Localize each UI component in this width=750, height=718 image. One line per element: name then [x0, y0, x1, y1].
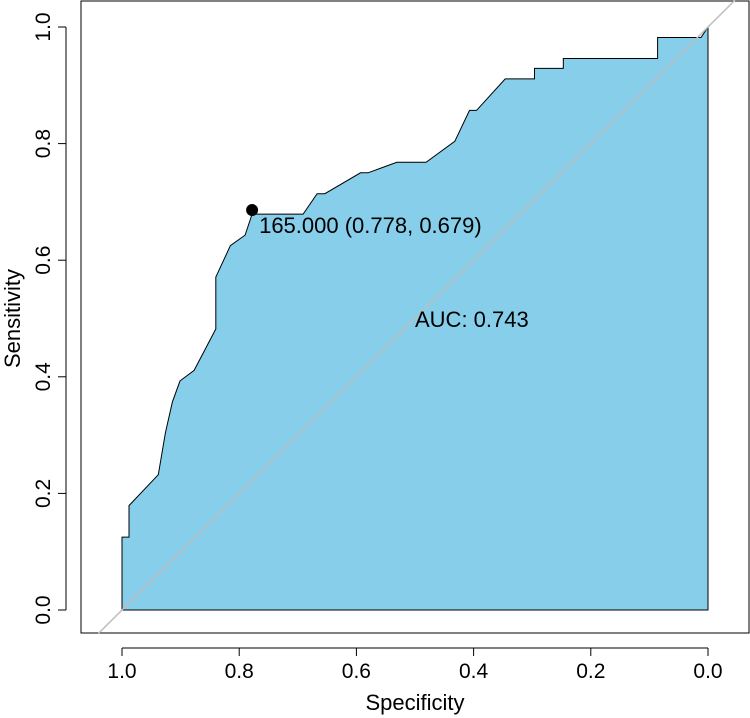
threshold-point — [246, 204, 259, 217]
y-tick-label: 0.8 — [32, 129, 55, 158]
y-tick-label: 0.4 — [32, 362, 55, 392]
x-tick-label: 0.0 — [693, 660, 722, 683]
x-axis-label: Specificity — [365, 690, 464, 715]
y-tick-label: 0.6 — [32, 246, 55, 275]
x-tick-label: 0.8 — [225, 660, 254, 683]
x-tick-label: 0.6 — [342, 660, 371, 683]
plot-frame — [80, 0, 750, 634]
x-tick-label: 1.0 — [107, 660, 136, 683]
threshold-label: 165.000 (0.778, 0.679) — [259, 213, 482, 238]
y-tick-label: 0.2 — [32, 479, 55, 508]
reference-diagonal — [98, 0, 737, 634]
y-tick-label: 1.0 — [32, 12, 55, 41]
x-tick-label: 0.2 — [576, 660, 605, 683]
y-axis-label: Sensitivity — [0, 269, 25, 368]
x-tick-label: 0.4 — [459, 660, 489, 683]
y-tick-label: 0.0 — [32, 595, 55, 624]
y-axis: 0.0 0.2 0.4 0.6 0.8 1.0 — [32, 12, 67, 625]
x-axis: 1.0 0.8 0.6 0.4 0.2 0.0 — [107, 647, 723, 683]
auc-label: AUC: 0.743 — [415, 307, 529, 332]
